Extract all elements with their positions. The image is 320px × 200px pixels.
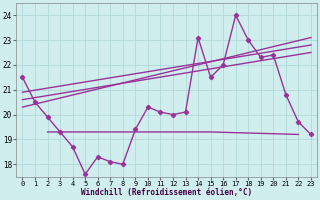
X-axis label: Windchill (Refroidissement éolien,°C): Windchill (Refroidissement éolien,°C) [81, 188, 252, 197]
